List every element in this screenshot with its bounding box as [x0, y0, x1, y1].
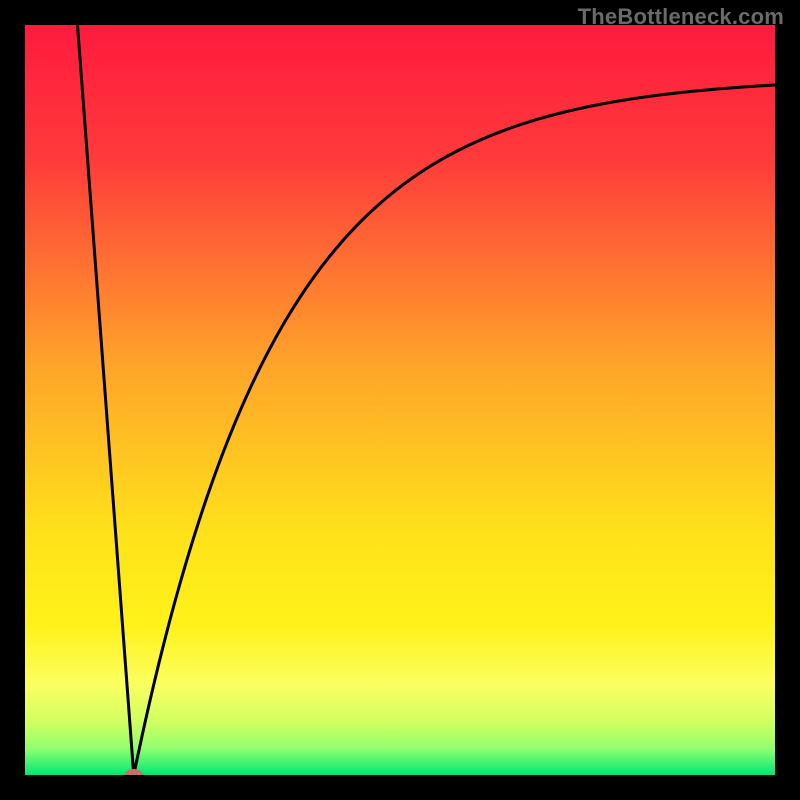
gradient-background [25, 25, 775, 775]
watermark-text: TheBottleneck.com [578, 4, 784, 30]
chart-container: TheBottleneck.com [0, 0, 800, 800]
bottleneck-chart [0, 0, 800, 800]
